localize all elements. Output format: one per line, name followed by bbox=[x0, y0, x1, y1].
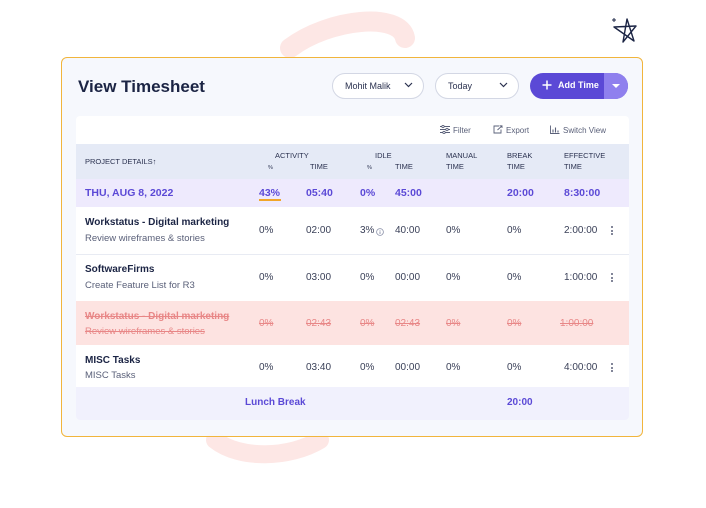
user-select-value: Mohit Malik bbox=[345, 81, 391, 91]
effective-time: 4:00:00 bbox=[564, 362, 598, 373]
manual-time: 0% bbox=[446, 225, 461, 236]
idle-time: 02:43 bbox=[395, 318, 421, 329]
activity-pct: 0% bbox=[259, 318, 274, 329]
column-project-details[interactable]: PROJECT DETAILS↑ bbox=[85, 157, 156, 166]
task-name: Review wireframes & stories bbox=[85, 326, 205, 337]
date-label: THU, AUG 8, 2022 bbox=[85, 187, 174, 199]
effective-time: 2:00:00 bbox=[564, 225, 598, 236]
chevron-down-icon bbox=[404, 82, 413, 88]
column-effective-line1: EFFECTIVE bbox=[564, 151, 606, 160]
export-label: Export bbox=[506, 126, 530, 135]
filter-label: Filter bbox=[453, 126, 471, 135]
lunch-break-time: 20:00 bbox=[507, 397, 533, 408]
more-vertical-icon[interactable] bbox=[610, 273, 614, 284]
break-time: 0% bbox=[507, 318, 522, 329]
sort-arrow-icon: ↑ bbox=[152, 157, 157, 166]
lunch-break-row: Lunch Break 20:00 bbox=[76, 387, 629, 420]
task-name: Create Feature List for R3 bbox=[85, 280, 195, 291]
project-name: SoftwareFirms bbox=[85, 264, 155, 275]
summary-activity-time: 05:40 bbox=[306, 187, 333, 199]
summary-activity-pct: 43% bbox=[259, 187, 281, 199]
summary-idle-time: 45:00 bbox=[395, 187, 422, 199]
activity-time: 02:00 bbox=[306, 225, 332, 236]
activity-time: 02:43 bbox=[306, 318, 332, 329]
more-vertical-icon[interactable] bbox=[610, 226, 614, 237]
table-row[interactable]: SoftwareFirms Create Feature List for R3… bbox=[76, 254, 629, 302]
lunch-break-label: Lunch Break bbox=[245, 397, 306, 408]
column-effective-line2: TIME bbox=[564, 162, 582, 171]
column-break-line1: BREAK bbox=[507, 151, 533, 160]
project-name: Workstatus - Digital marketing bbox=[85, 311, 230, 322]
idle-pct: 0% bbox=[360, 272, 375, 283]
date-summary-row: THU, AUG 8, 2022 43% 05:40 0% 45:00 20:0… bbox=[76, 179, 629, 207]
activity-time: 03:40 bbox=[306, 362, 332, 373]
manual-time: 0% bbox=[446, 272, 461, 283]
break-time: 0% bbox=[507, 362, 522, 373]
idle-pct: 0% bbox=[360, 362, 375, 373]
activity-time: 03:00 bbox=[306, 272, 332, 283]
date-range-value: Today bbox=[448, 81, 473, 91]
column-activity: ACTIVITY bbox=[275, 151, 309, 160]
chevron-down-icon bbox=[612, 84, 620, 88]
more-vertical-icon[interactable] bbox=[610, 363, 614, 374]
idle-time: 00:00 bbox=[395, 272, 421, 283]
project-details-label: PROJECT DETAILS bbox=[85, 157, 153, 166]
export-icon bbox=[493, 125, 503, 134]
chart-icon bbox=[550, 125, 560, 134]
effective-time: 1:00:00 bbox=[560, 318, 594, 329]
break-time: 0% bbox=[507, 225, 522, 236]
add-time-dropdown-toggle[interactable] bbox=[604, 73, 628, 99]
timesheet-card: View Timesheet Mohit Malik Today Add Tim… bbox=[61, 57, 643, 437]
idle-pct: 0% bbox=[360, 318, 375, 329]
add-time-button[interactable]: Add Time bbox=[530, 73, 628, 99]
sparkle-star-icon bbox=[612, 18, 637, 43]
activity-pct: 0% bbox=[259, 362, 274, 373]
table-row-deleted[interactable]: Workstatus - Digital marketing Review wi… bbox=[76, 301, 629, 345]
column-idle-pct: % bbox=[367, 165, 372, 171]
date-range-select[interactable]: Today bbox=[435, 73, 519, 99]
table-row[interactable]: MISC Tasks MISC Tasks 0% 03:40 0% 00:00 … bbox=[76, 345, 629, 388]
task-name: MISC Tasks bbox=[85, 370, 136, 381]
column-manual-line2: TIME bbox=[446, 162, 464, 171]
chevron-down-icon bbox=[499, 82, 508, 88]
project-name: Workstatus - Digital marketing bbox=[85, 217, 230, 228]
idle-time: 00:00 bbox=[395, 362, 421, 373]
effective-time: 1:00:00 bbox=[564, 272, 598, 283]
column-activity-pct: % bbox=[268, 165, 273, 171]
page-title: View Timesheet bbox=[78, 77, 205, 96]
task-name: Review wireframes & stories bbox=[85, 233, 205, 244]
summary-break-time: 20:00 bbox=[507, 187, 534, 199]
timesheet-table: Filter Export Switch View PROJECT DETAIL… bbox=[76, 116, 629, 420]
table-row[interactable]: Workstatus - Digital marketing Review wi… bbox=[76, 207, 629, 255]
activity-pct: 0% bbox=[259, 225, 274, 236]
project-name: MISC Tasks bbox=[85, 355, 141, 366]
column-break-line2: TIME bbox=[507, 162, 525, 171]
column-idle-time: TIME bbox=[395, 162, 413, 171]
switch-view-label: Switch View bbox=[563, 126, 606, 135]
activity-pct: 0% bbox=[259, 272, 274, 283]
break-time: 0% bbox=[507, 272, 522, 283]
summary-effective-time: 8:30:00 bbox=[564, 187, 601, 199]
filter-icon bbox=[440, 125, 450, 134]
column-activity-time: TIME bbox=[310, 162, 328, 171]
user-select[interactable]: Mohit Malik bbox=[332, 73, 424, 99]
idle-time: 40:00 bbox=[395, 225, 421, 236]
table-header: PROJECT DETAILS↑ ACTIVITY % TIME IDLE % … bbox=[76, 144, 629, 179]
idle-pct: 3% bbox=[360, 225, 375, 236]
plus-icon bbox=[542, 80, 552, 90]
activity-highlight-underline bbox=[259, 199, 281, 201]
table-toolbar: Filter Export Switch View bbox=[76, 116, 629, 144]
manual-time: 0% bbox=[446, 318, 461, 329]
summary-idle-pct: 0% bbox=[360, 187, 376, 199]
manual-time: 0% bbox=[446, 362, 461, 373]
info-icon[interactable] bbox=[376, 228, 384, 236]
column-manual-line1: MANUAL bbox=[446, 151, 478, 160]
column-idle: IDLE bbox=[375, 151, 392, 160]
add-time-label: Add Time bbox=[558, 80, 599, 90]
